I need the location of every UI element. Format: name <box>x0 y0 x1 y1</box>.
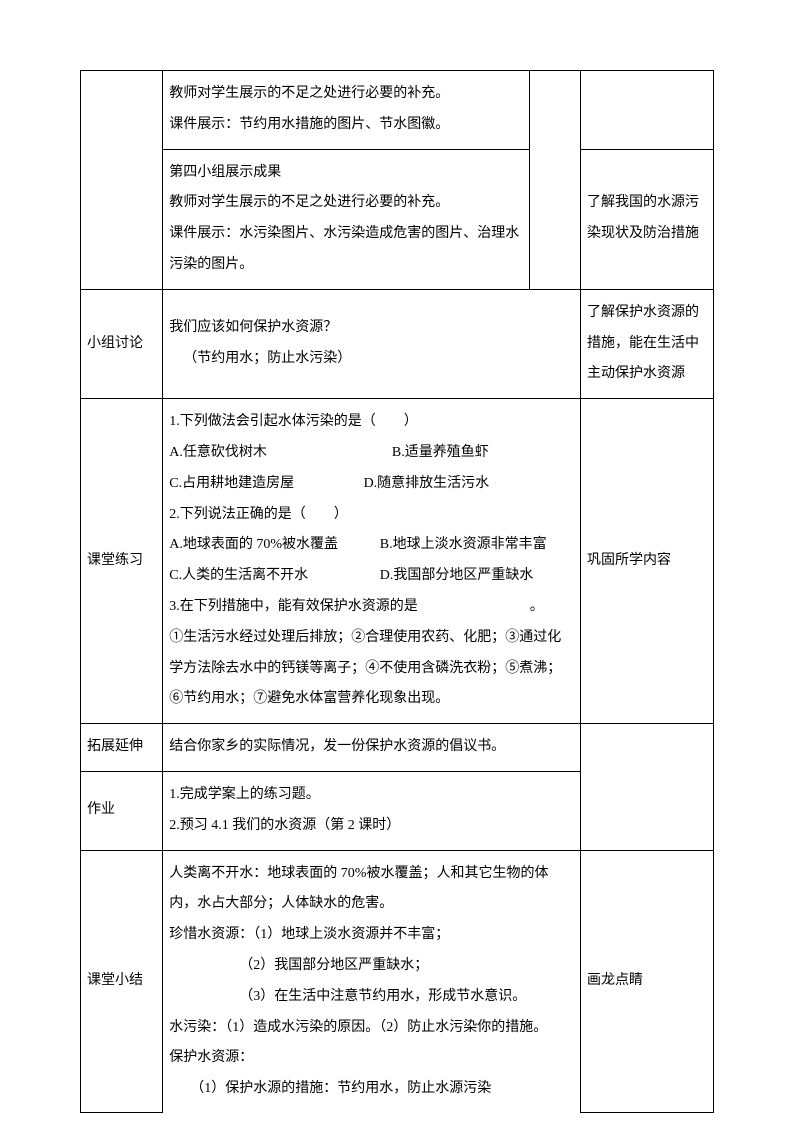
cell-empty <box>530 71 581 290</box>
cell-label: 拓展延伸 <box>81 724 163 772</box>
cell-label <box>81 71 163 290</box>
option-b: B.适量养殖鱼虾 <box>392 445 489 460</box>
cell-note: 画龙点睛 <box>581 850 714 1113</box>
cell-label: 课堂小结 <box>81 850 163 1113</box>
text-line: 2.预习 4.1 我们的水资源（第 2 课时） <box>169 811 574 842</box>
cell-content: 结合你家乡的实际情况，发一份保护水资源的倡议书。 <box>163 724 581 772</box>
text-line: ①生活污水经过处理后排放；②合理使用农药、化肥；③通过化学方法除去水中的钙镁等离… <box>169 623 574 715</box>
note-text: 了解我国的水源污染现状及防治措施 <box>587 195 699 241</box>
cell-label: 课堂练习 <box>81 399 163 724</box>
option-c: C.占用耕地建造房屋 <box>169 469 363 500</box>
cell-note: 了解我国的水源污染现状及防治措施 <box>581 149 714 289</box>
text-line: 课件展示：水污染图片、水污染造成危害的图片、治理水污染的图片。 <box>169 219 523 281</box>
option-row: A.任意砍伐树木B.适量养殖鱼虾 <box>169 438 574 469</box>
cell-note <box>581 71 714 150</box>
option-row: C.人类的生活离不开水D.我国部分地区严重缺水 <box>169 561 574 592</box>
option-d: D.我国部分地区严重缺水 <box>380 568 534 583</box>
option-a: A.地球表面的 70%被水覆盖 <box>169 530 379 561</box>
cell-content: 1.完成学案上的练习题。 2.预习 4.1 我们的水资源（第 2 课时） <box>163 771 581 850</box>
text-line: （2）我国部分地区严重缺水； <box>169 951 574 982</box>
text-line: 3.在下列措施中，能有效保护水资源的是 。 <box>169 592 574 623</box>
text-line: （3）在生活中注意节约用水，形成节水意识。 <box>169 982 574 1013</box>
text-line: 课件展示：节约用水措施的图片、节水图徽。 <box>169 110 523 141</box>
text-line: 2.下列说法正确的是（ ） <box>169 500 574 531</box>
text-line: 人类离不开水：地球表面的 70%被水覆盖；人和其它生物的体内，水占大部分；人体缺… <box>169 859 574 921</box>
text-line: 水污染：（1）造成水污染的原因。（2）防止水污染你的措施。 <box>169 1013 574 1044</box>
cell-content: 教师对学生展示的不足之处进行必要的补充。 课件展示：节约用水措施的图片、节水图徽… <box>163 71 530 150</box>
note-text: 画龙点睛 <box>587 973 643 988</box>
text-line: 1.完成学案上的练习题。 <box>169 780 574 811</box>
table-row: 拓展延伸 结合你家乡的实际情况，发一份保护水资源的倡议书。 <box>81 724 714 772</box>
text-line: （节约用水；防止水污染） <box>169 344 574 375</box>
option-a: A.任意砍伐树木 <box>169 438 392 469</box>
text-line: 教师对学生展示的不足之处进行必要的补充。 <box>169 79 523 110</box>
cell-content: 人类离不开水：地球表面的 70%被水覆盖；人和其它生物的体内，水占大部分；人体缺… <box>163 850 581 1113</box>
cell-label: 小组讨论 <box>81 289 163 398</box>
option-row: A.地球表面的 70%被水覆盖B.地球上淡水资源非常丰富 <box>169 530 574 561</box>
table-row: 课堂小结 人类离不开水：地球表面的 70%被水覆盖；人和其它生物的体内，水占大部… <box>81 850 714 1113</box>
option-b: B.地球上淡水资源非常丰富 <box>380 537 547 552</box>
table-row: 小组讨论 我们应该如何保护水资源？ （节约用水；防止水污染） 了解保护水资源的措… <box>81 289 714 398</box>
text-line: 保护水资源： <box>169 1043 574 1074</box>
table-row: 教师对学生展示的不足之处进行必要的补充。 课件展示：节约用水措施的图片、节水图徽… <box>81 71 714 150</box>
text-line: 教师对学生展示的不足之处进行必要的补充。 <box>169 188 523 219</box>
lesson-plan-table: 教师对学生展示的不足之处进行必要的补充。 课件展示：节约用水措施的图片、节水图徽… <box>80 70 714 1113</box>
text-line: 第四小组展示成果 <box>169 158 523 189</box>
cell-note <box>581 724 714 850</box>
text-line: 结合你家乡的实际情况，发一份保护水资源的倡议书。 <box>169 739 505 754</box>
cell-label: 作业 <box>81 771 163 850</box>
text-line: 我们应该如何保护水资源？ <box>169 313 574 344</box>
label-text: 作业 <box>87 802 115 817</box>
label-text: 拓展延伸 <box>87 739 143 754</box>
text-line: （1）保护水源的措施：节约用水，防止水源污染 <box>169 1074 574 1105</box>
table-row: 第四小组展示成果 教师对学生展示的不足之处进行必要的补充。 课件展示：水污染图片… <box>81 149 714 289</box>
table-row: 课堂练习 1.下列做法会引起水体污染的是（ ） A.任意砍伐树木B.适量养殖鱼虾… <box>81 399 714 724</box>
option-row: C.占用耕地建造房屋D.随意排放生活污水 <box>169 469 574 500</box>
cell-content: 我们应该如何保护水资源？ （节约用水；防止水污染） <box>163 289 581 398</box>
option-d: D.随意排放生活污水 <box>364 476 490 491</box>
text-line: 1.下列做法会引起水体污染的是（ ） <box>169 407 574 438</box>
label-text: 课堂小结 <box>87 973 143 988</box>
note-text: 巩固所学内容 <box>587 553 671 568</box>
text-line: 珍惜水资源：（1）地球上淡水资源并不丰富； <box>169 920 574 951</box>
cell-note: 了解保护水资源的措施，能在生活中主动保护水资源 <box>581 289 714 398</box>
option-c: C.人类的生活离不开水 <box>169 561 379 592</box>
label-text: 小组讨论 <box>87 336 143 351</box>
cell-content: 第四小组展示成果 教师对学生展示的不足之处进行必要的补充。 课件展示：水污染图片… <box>163 149 530 289</box>
note-text: 了解保护水资源的措施，能在生活中主动保护水资源 <box>587 305 699 382</box>
cell-note: 巩固所学内容 <box>581 399 714 724</box>
label-text: 课堂练习 <box>87 553 143 568</box>
cell-content: 1.下列做法会引起水体污染的是（ ） A.任意砍伐树木B.适量养殖鱼虾 C.占用… <box>163 399 581 724</box>
